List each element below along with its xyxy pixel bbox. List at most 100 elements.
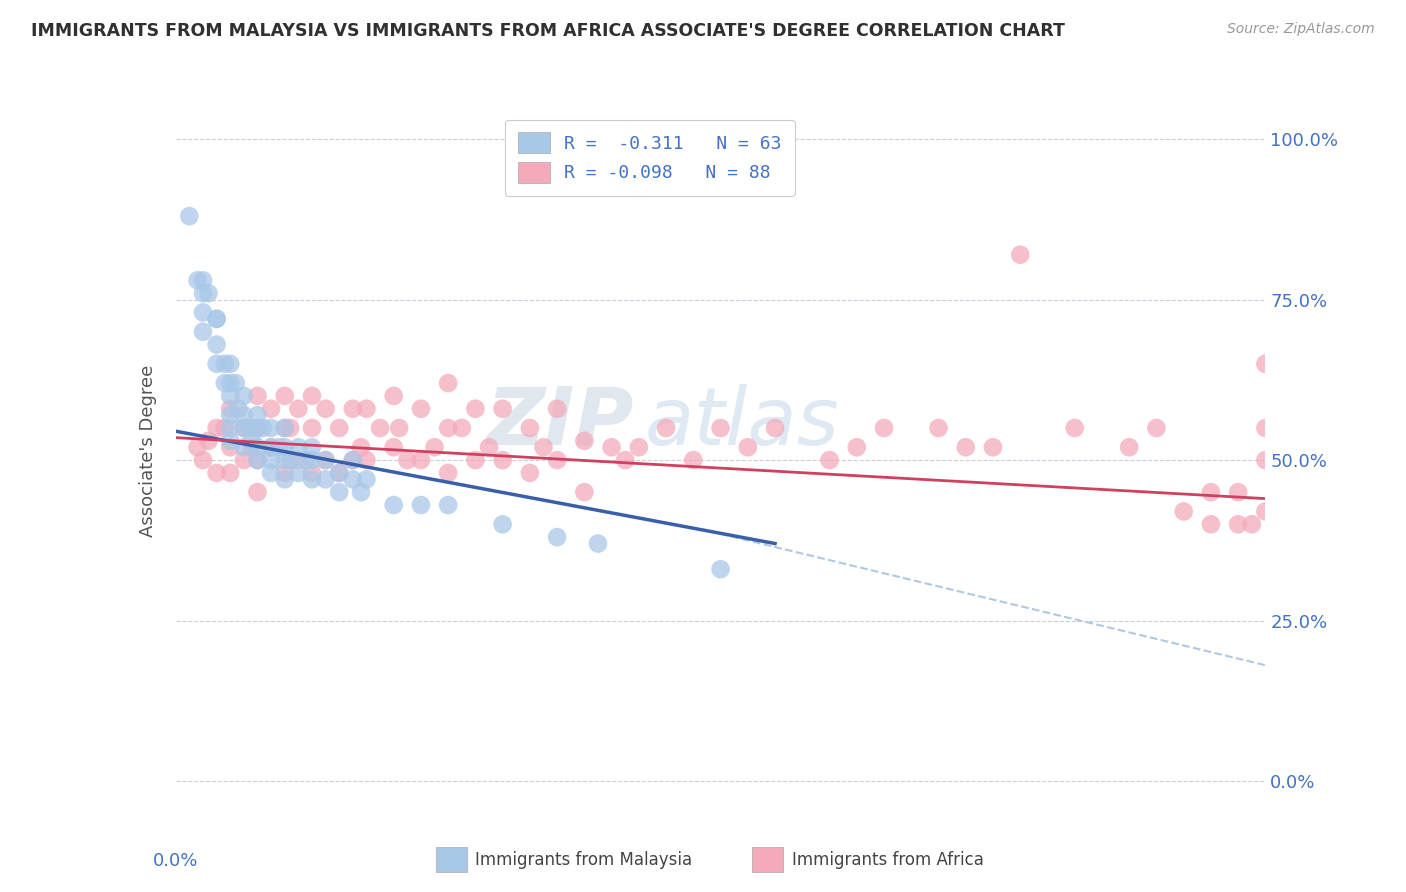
Point [1144,421,1167,435]
Point [600,440,623,454]
Point [301,466,323,480]
Point [219,389,242,403]
Legend: R =  -0.311   N = 63, R = -0.098   N = 88: R = -0.311 N = 63, R = -0.098 N = 88 [505,120,794,195]
Point [246,389,269,403]
Point [287,466,309,480]
Point [191,305,214,319]
Point [1254,421,1277,435]
Point [682,453,704,467]
Point [205,421,228,435]
Point [278,421,301,435]
Point [301,453,323,467]
Point [1010,248,1032,262]
Point [1199,485,1222,500]
Point [627,440,650,454]
Point [179,209,201,223]
Point [1227,517,1250,532]
Point [219,357,242,371]
Point [655,421,678,435]
Point [328,421,350,435]
Point [342,472,364,486]
Point [205,311,228,326]
Point [409,453,432,467]
Point [274,466,297,480]
Point [301,472,323,486]
Y-axis label: Associate's Degree: Associate's Degree [139,364,157,537]
Text: IMMIGRANTS FROM MALAYSIA VS IMMIGRANTS FROM AFRICA ASSOCIATE'S DEGREE CORRELATIO: IMMIGRANTS FROM MALAYSIA VS IMMIGRANTS F… [31,22,1064,40]
Point [328,485,350,500]
Point [409,401,432,416]
Text: ZIP: ZIP [486,384,633,462]
Point [232,453,254,467]
Point [197,434,219,448]
Point [260,466,283,480]
Text: Source: ZipAtlas.com: Source: ZipAtlas.com [1227,22,1375,37]
Point [274,389,297,403]
Point [315,472,337,486]
Point [710,421,733,435]
Point [519,466,541,480]
Point [260,453,283,467]
Point [214,376,236,390]
Point [342,453,364,467]
Point [232,421,254,435]
Point [873,421,896,435]
Point [246,421,269,435]
Point [274,421,297,435]
Point [260,440,283,454]
Point [356,401,378,416]
Point [328,466,350,480]
Point [464,401,486,416]
Point [274,453,297,467]
Point [260,401,283,416]
Point [710,562,733,576]
Point [492,453,515,467]
Point [228,401,250,416]
Point [301,421,323,435]
Point [205,337,228,351]
Point [240,434,263,448]
Point [232,408,254,422]
Point [205,466,228,480]
Point [1254,504,1277,518]
Point [246,453,269,467]
Point [342,401,364,416]
Point [287,401,309,416]
Point [191,325,214,339]
Point [1240,517,1263,532]
Point [205,357,228,371]
Point [763,421,786,435]
Point [246,408,269,422]
Point [437,421,460,435]
Point [186,440,209,454]
Point [368,421,391,435]
Point [423,440,446,454]
Point [225,376,247,390]
Point [350,440,373,454]
Point [186,273,209,287]
Point [382,389,405,403]
Point [240,440,263,454]
Point [219,421,242,435]
Point [382,440,405,454]
Point [219,440,242,454]
Point [191,273,214,287]
Point [232,389,254,403]
Point [219,434,242,448]
Point [350,485,373,500]
Point [274,472,297,486]
Point [232,421,254,435]
Text: atlas: atlas [644,384,839,462]
Point [274,440,297,454]
Point [437,376,460,390]
Point [533,440,555,454]
Point [519,421,541,435]
Point [356,453,378,467]
Point [574,434,596,448]
Point [396,453,419,467]
Point [450,421,472,435]
Point [356,472,378,486]
Point [955,440,977,454]
Point [301,440,323,454]
Point [1227,485,1250,500]
